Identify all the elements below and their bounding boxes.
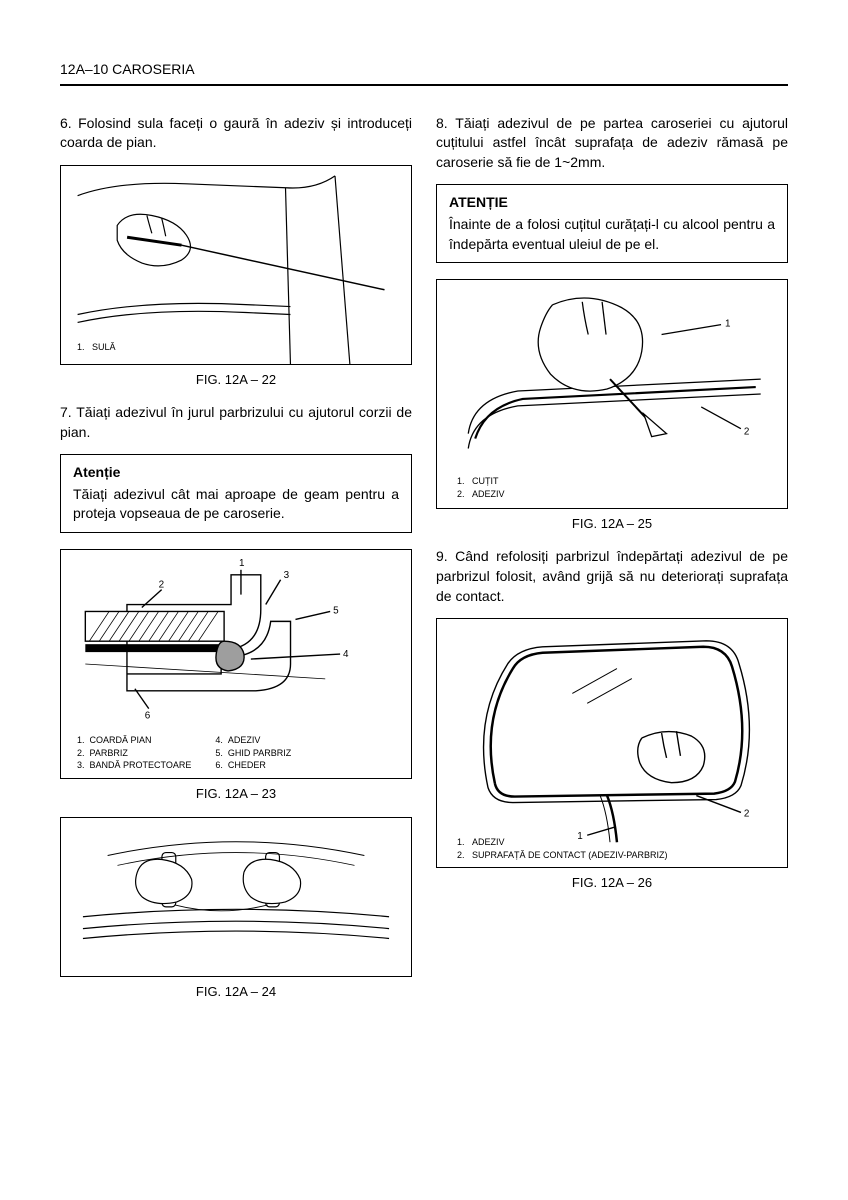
svg-text:5: 5 bbox=[333, 605, 339, 616]
page-header: 12A–10 CAROSERIA bbox=[60, 60, 788, 86]
figure-25-box: 1 2 1. CUȚIT 2. ADEZIV bbox=[436, 279, 788, 509]
figure-26-legend: 1. ADEZIV 2. SUPRAFAȚĂ DE CONTACT (ADEZI… bbox=[457, 836, 668, 861]
figure-25-legend: 1. CUȚIT 2. ADEZIV bbox=[457, 475, 505, 500]
step-6-text: 6. Folosind sula faceți o gaură în adezi… bbox=[60, 114, 412, 153]
figure-22-caption: FIG. 12A – 22 bbox=[60, 371, 412, 389]
right-column: 8. Tăiați adezivul de pe partea caroseri… bbox=[436, 114, 788, 1016]
attention-2-title: ATENȚIE bbox=[449, 193, 775, 213]
step-7-text: 7. Tăiați adezivul în jurul parbrizului … bbox=[60, 403, 412, 442]
figure-23-caption: FIG. 12A – 23 bbox=[60, 785, 412, 803]
svg-text:1: 1 bbox=[239, 558, 245, 569]
svg-text:3: 3 bbox=[284, 570, 290, 581]
left-column: 6. Folosind sula faceți o gaură în adezi… bbox=[60, 114, 412, 1016]
figure-26-illustration: 1 2 bbox=[437, 619, 787, 867]
svg-text:6: 6 bbox=[145, 710, 151, 721]
figure-26-caption: FIG. 12A – 26 bbox=[436, 874, 788, 892]
attention-box-1: Atenție Tăiați adezivul cât mai aproape … bbox=[60, 454, 412, 533]
svg-text:2: 2 bbox=[159, 580, 165, 591]
attention-1-title: Atenție bbox=[73, 463, 399, 483]
figure-23-box: 1 3 5 4 2 6 1. COARDĂ PIAN 2. PARBRIZ 3.… bbox=[60, 549, 412, 779]
figure-22-box: 1. SULĂ bbox=[60, 165, 412, 365]
attention-box-2: ATENȚIE Înainte de a folosi cuțitul cură… bbox=[436, 184, 788, 263]
figure-23-legend: 1. COARDĂ PIAN 2. PARBRIZ 3. BANDĂ PROTE… bbox=[77, 734, 291, 772]
step-9-text: 9. Când refolosiți parbrizul îndepărtați… bbox=[436, 547, 788, 606]
figure-24-box bbox=[60, 817, 412, 977]
figure-25-caption: FIG. 12A – 25 bbox=[436, 515, 788, 533]
attention-2-body: Înainte de a folosi cuțitul curățați-l c… bbox=[449, 215, 775, 254]
svg-text:1: 1 bbox=[725, 319, 731, 330]
svg-text:2: 2 bbox=[744, 427, 750, 438]
attention-1-body: Tăiați adezivul cât mai aproape de geam … bbox=[73, 485, 399, 524]
figure-22-legend: 1. SULĂ bbox=[77, 341, 116, 354]
step-8-text: 8. Tăiați adezivul de pe partea caroseri… bbox=[436, 114, 788, 173]
two-column-layout: 6. Folosind sula faceți o gaură în adezi… bbox=[60, 114, 788, 1016]
figure-25-illustration: 1 2 bbox=[437, 280, 787, 508]
figure-24-illustration bbox=[61, 818, 411, 976]
figure-26-box: 1 2 1. ADEZIV 2. SUPRAFAȚĂ DE CONTACT (A… bbox=[436, 618, 788, 868]
figure-22-illustration bbox=[61, 166, 411, 364]
figure-24-caption: FIG. 12A – 24 bbox=[60, 983, 412, 1001]
svg-text:2: 2 bbox=[744, 809, 750, 820]
svg-text:4: 4 bbox=[343, 649, 349, 660]
